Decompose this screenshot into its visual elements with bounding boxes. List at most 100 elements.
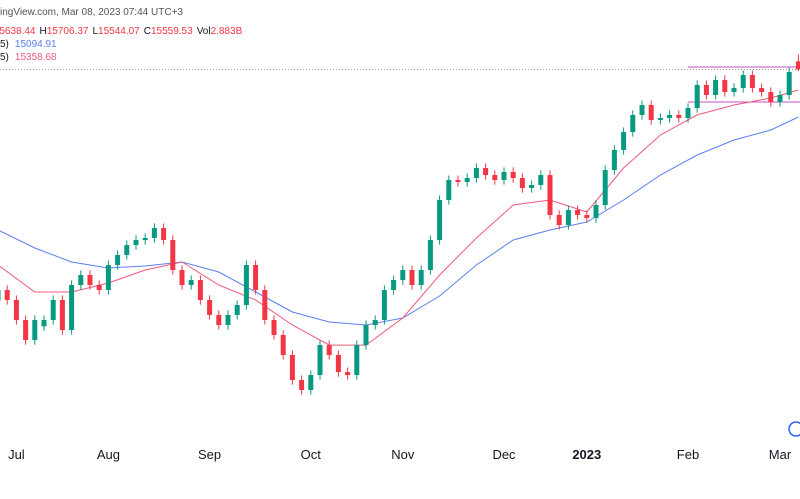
candle-body [115,254,121,266]
candle-body [32,319,38,341]
candle-body [418,270,424,285]
ohlc-label: L [92,26,98,37]
candle-body [657,118,663,120]
candle-body [639,105,645,115]
candle-body [335,354,341,373]
candle-body [372,319,378,325]
ohlc-value: 15544.07 [98,26,140,37]
candle-body [630,114,636,133]
candle-body [786,72,792,95]
candle-body [13,300,19,320]
candle-body [464,178,470,182]
candle-body [501,171,507,181]
candle-body [142,237,148,241]
ohlc-value: 15706.37 [47,26,89,37]
candle-body [262,289,268,320]
candle-body [427,240,433,271]
x-tick-label: Jul [8,447,25,462]
candle-body [124,245,130,255]
candle-body [50,300,56,320]
candle-body [547,175,553,215]
candle-body [87,275,93,285]
candle-body [216,314,222,325]
candle-body [4,289,10,301]
candle-body [722,80,728,93]
candle-body [170,240,176,271]
candle-body [381,289,387,320]
candle-body [253,265,259,290]
candle-body [538,175,544,185]
candle-body [437,200,443,241]
candle-body [519,178,525,189]
candle-body [455,180,461,182]
candle-body [78,275,84,285]
ma-value: 15358.68 [15,52,57,63]
candle-body [234,305,240,315]
ma-value: 15094.91 [15,39,57,50]
candle-body [363,324,369,346]
candle-body [731,88,737,93]
candle-body [676,114,682,119]
ohlc-label: C [144,26,151,37]
candle-body [151,228,157,238]
candle-body [354,345,360,376]
candle-body [584,214,590,219]
candle-body [299,380,305,390]
candle-body [795,61,800,70]
ma-legend: 5) 15358.68 [0,52,57,63]
candle-body [161,228,167,241]
candle-body [777,94,783,103]
candle-body [391,280,397,290]
x-tick-label: Mar [769,447,792,462]
moving-average [0,89,799,346]
volume-label: Vol [197,26,211,37]
candle-body [473,167,479,179]
candle-body [602,170,608,206]
candle-body [41,319,47,327]
candle-body [69,284,75,331]
candle-body [565,210,571,225]
candle-body [400,270,406,281]
ohlc-header: O15638.44H15706.37L15544.07C15559.53Vol2… [0,26,243,37]
candle-body [759,88,765,93]
candle-body [345,372,351,376]
candle-body [96,284,102,290]
header: ingView.com, Mar 08, 2023 07:44 UTC+3 [0,7,183,18]
candle-body [713,80,719,95]
candle-body [308,375,314,390]
candle-body [510,171,516,179]
candle-body [225,314,231,325]
candle-body [483,167,489,176]
volume-value: 2.883B [211,26,243,37]
candle-body [280,335,286,355]
candle-body [409,270,415,285]
candle-body [317,345,323,376]
candle-body [575,210,581,215]
candle-body [749,75,755,89]
ma-label: 5) [0,52,9,63]
x-tick-label: Nov [391,447,415,462]
candle-body [694,84,700,108]
candle-body [59,300,65,331]
candle-body [703,84,709,95]
candle-body [197,280,203,301]
candle-body [593,205,599,219]
ohlc-value: 15559.53 [151,26,193,37]
x-tick-label: Dec [492,447,516,462]
ohlc-value: 15638.44 [0,26,36,37]
candle-body [289,354,295,381]
candle-body [105,265,111,290]
candle-body [207,300,213,315]
candle-body [23,319,29,341]
candle-body [446,180,452,201]
candle-body [611,149,617,171]
candle-body [133,240,139,246]
ma-label: 5) [0,39,9,50]
candle-body [326,345,332,355]
icon[interactable] [788,421,800,437]
ma-legend: 5) 15094.91 [0,39,57,50]
candle-body [243,265,249,306]
candle-body [740,75,746,89]
